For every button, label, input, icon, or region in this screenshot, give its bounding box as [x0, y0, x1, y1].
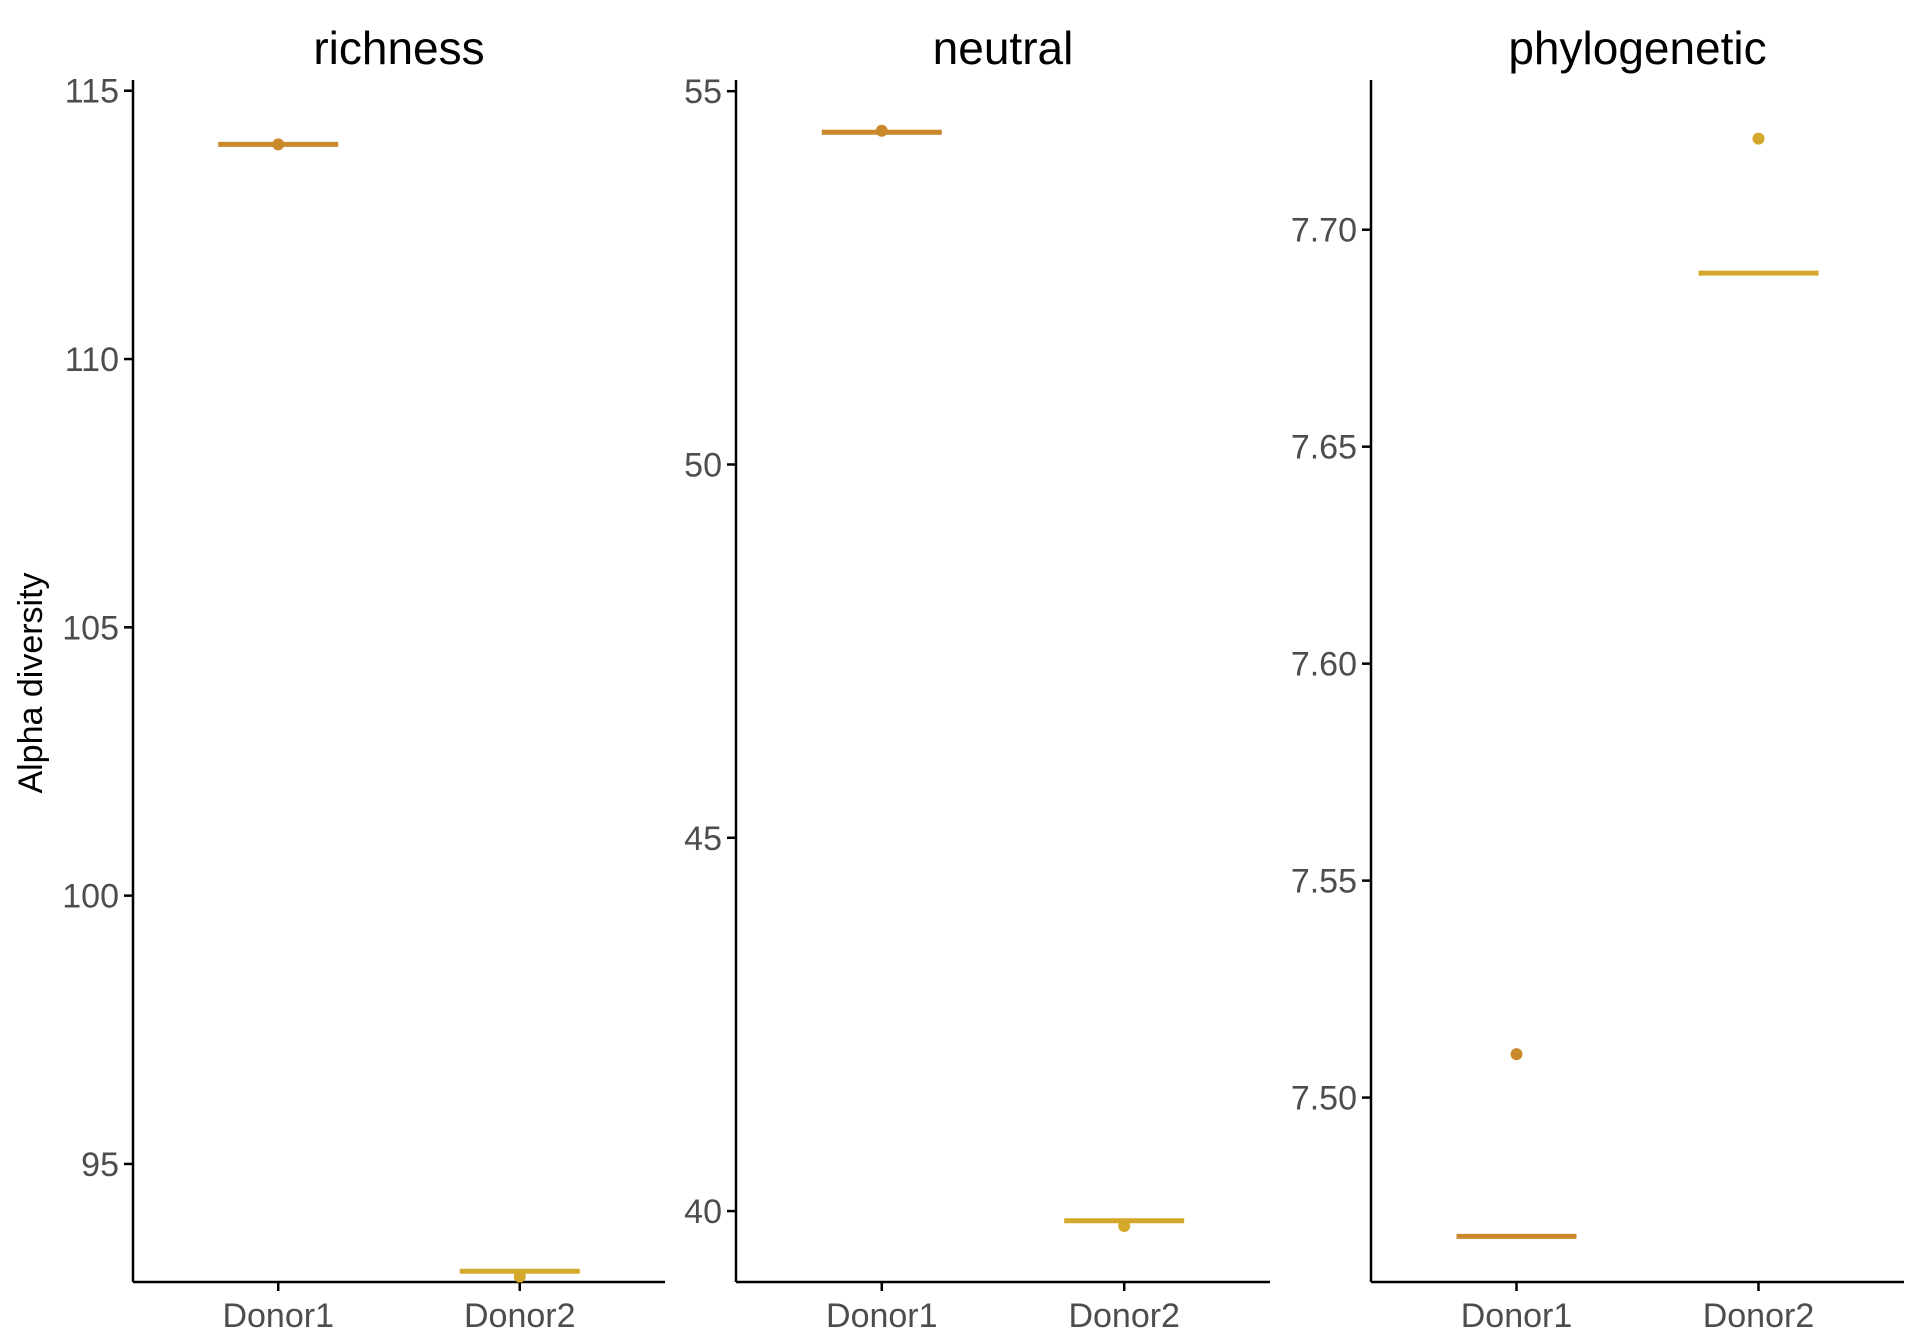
- x-tick-label: Donor2: [1703, 1297, 1815, 1335]
- data-point-donor1: [272, 138, 285, 151]
- data-point-donor2: [1118, 1220, 1131, 1233]
- x-tick-label: Donor1: [1461, 1297, 1573, 1335]
- y-tick-label: 55: [684, 73, 722, 111]
- data-point-donor2: [513, 1270, 526, 1283]
- panel-title: phylogenetic: [1508, 22, 1766, 74]
- y-tick-label: 7.60: [1291, 646, 1357, 684]
- y-tick-label: 110: [65, 341, 119, 379]
- y-tick-label: 115: [65, 73, 119, 111]
- y-tick-label: 7.65: [1291, 429, 1357, 467]
- panel-neutral: neutral 40 45 50 55 Donor1 Donor2: [684, 22, 1270, 1335]
- y-tick-label: 7.55: [1291, 863, 1357, 901]
- x-tick-label: Donor1: [222, 1297, 334, 1335]
- x-tick-label: Donor2: [464, 1297, 576, 1335]
- x-tick-label: Donor1: [826, 1297, 938, 1335]
- panel-title: richness: [313, 22, 484, 74]
- data-point-donor1: [875, 124, 888, 137]
- y-tick-label: 100: [62, 878, 119, 916]
- y-tick-label: 7.70: [1291, 212, 1357, 250]
- panel-phylogenetic: phylogenetic 7.50 7.55 7.60 7.65 7.70 Donor1 Do…: [1291, 22, 1904, 1335]
- panel-richness: richness 95 100 105 110 115 Donor1 Donor2: [62, 22, 665, 1335]
- panel-title: neutral: [933, 22, 1074, 74]
- y-tick-label: 95: [81, 1146, 119, 1184]
- y-tick-label: 45: [684, 820, 722, 858]
- data-point-donor1: [1510, 1048, 1523, 1061]
- y-tick-label: 105: [62, 609, 119, 647]
- y-tick-label: 40: [684, 1193, 722, 1231]
- x-tick-label: Donor2: [1068, 1297, 1180, 1335]
- y-tick-label: 7.50: [1291, 1080, 1357, 1118]
- data-point-donor2: [1752, 132, 1765, 145]
- y-tick-label: 50: [684, 446, 722, 484]
- y-axis-title: Alpha diversity: [12, 572, 50, 793]
